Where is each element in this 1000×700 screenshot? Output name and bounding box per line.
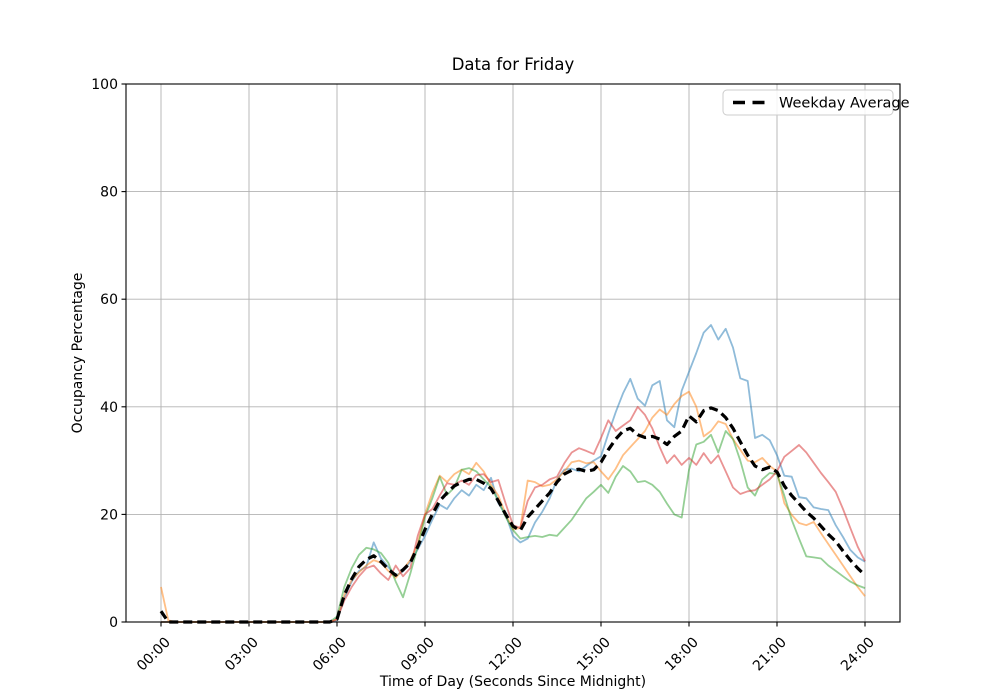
legend-box xyxy=(722,89,894,116)
y-tick-label: 40 xyxy=(100,400,118,416)
series-line-weekday-average xyxy=(159,406,867,624)
x-tick-label: 09:00 xyxy=(398,635,438,675)
y-tick-label: 100 xyxy=(91,77,118,93)
x-axis-label: Time of Day (Seconds Since Midnight) xyxy=(379,674,646,690)
legend-entry-label: Weekday Average xyxy=(779,96,910,112)
x-tick-label: 00:00 xyxy=(134,635,174,675)
y-axis-label: Occupancy Percentage xyxy=(70,273,86,434)
tick-layer: 0 20 40 60 80 100 00:00 03:00 06:00 09:00 12:00 15:… xyxy=(91,77,878,674)
y-tick-label: 20 xyxy=(100,507,118,523)
x-tick-label: 21:00 xyxy=(750,635,790,675)
y-tick-label: 0 xyxy=(109,615,118,631)
x-tick-label: 12:00 xyxy=(486,635,526,675)
x-tick-label: 24:00 xyxy=(838,635,878,675)
chart-title: Data for Friday xyxy=(452,55,575,74)
x-tick-label: 03:00 xyxy=(222,635,262,675)
x-tick-label: 06:00 xyxy=(310,635,350,675)
x-tick-label: 15:00 xyxy=(574,635,614,675)
x-tick-label: 18:00 xyxy=(662,635,702,675)
legend: Weekday Average xyxy=(722,89,910,116)
y-tick-label: 60 xyxy=(100,292,118,308)
y-tick-label: 80 xyxy=(100,185,118,201)
grid-layer xyxy=(126,83,900,623)
